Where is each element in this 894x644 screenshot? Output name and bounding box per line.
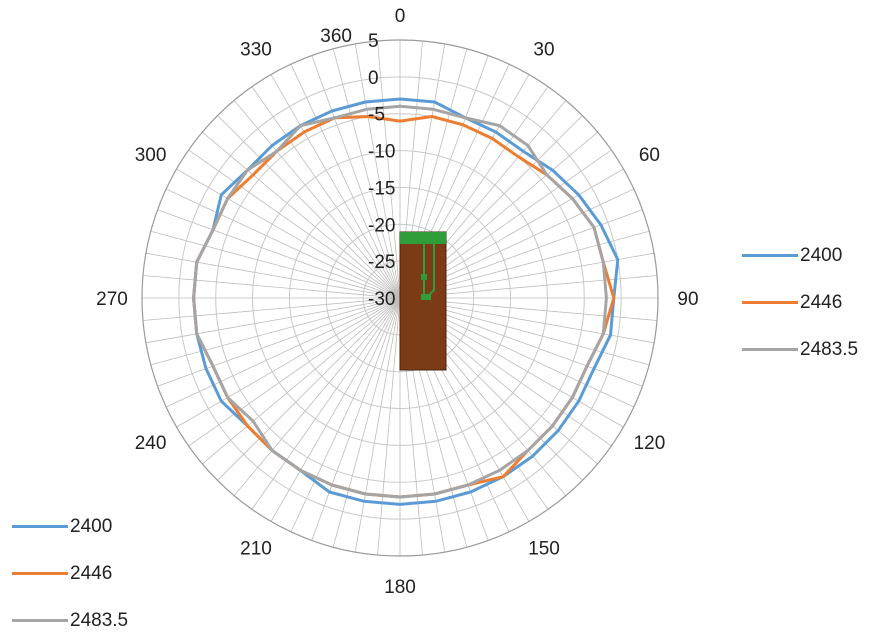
legend-label: 2400 xyxy=(70,515,113,537)
legend-right: 2400 2446 2483.5 xyxy=(742,232,858,373)
grid-spoke xyxy=(202,297,401,465)
legend-swatch xyxy=(12,525,68,528)
legend-item-2446: 2446 xyxy=(12,550,128,597)
grid-spoke xyxy=(202,131,401,299)
series-line-2483-5 xyxy=(192,104,608,499)
angle-tick-label: 60 xyxy=(639,145,660,166)
grid-spoke xyxy=(332,297,401,548)
grid-spoke xyxy=(217,297,401,481)
radial-tick-label: -25 xyxy=(368,252,395,273)
legend-item-2446: 2446 xyxy=(742,279,858,326)
grid-spoke xyxy=(142,275,401,299)
grid-spoke xyxy=(150,297,401,366)
grid-spoke xyxy=(142,297,401,321)
angle-tick-label: 270 xyxy=(96,289,128,310)
board-trace xyxy=(400,232,446,244)
legend-label: 2446 xyxy=(800,291,843,313)
legend-item-2400: 2400 xyxy=(742,232,858,279)
angle-tick-label: 330 xyxy=(240,40,272,61)
grid-spoke xyxy=(188,149,401,299)
series-line-2400 xyxy=(192,97,620,506)
grid-ring xyxy=(325,223,475,373)
chart-area: 5 0 -5 -10 -15 -20 -25 -30 0 30 60 90 120 150 180 210 24… xyxy=(12,6,858,631)
grid-spoke xyxy=(354,43,401,299)
grid-spoke xyxy=(290,64,401,299)
angle-tick-label: 0 xyxy=(395,6,406,27)
legend-swatch xyxy=(742,348,798,351)
radial-tick-label: -20 xyxy=(368,215,395,236)
grid-spoke xyxy=(150,230,401,299)
grid-ring xyxy=(178,76,622,520)
radial-tick-label: -10 xyxy=(368,142,395,163)
legend-item-2400: 2400 xyxy=(12,503,128,550)
grid-spoke xyxy=(157,297,401,387)
radial-tick-label: -15 xyxy=(368,178,395,199)
legend-label: 2483.5 xyxy=(800,338,859,360)
angle-tick-label: 240 xyxy=(135,433,167,454)
grid-spoke xyxy=(176,297,401,428)
grid-spoke xyxy=(176,168,401,299)
grid-spoke xyxy=(166,188,401,299)
grid-spoke xyxy=(311,55,401,299)
grid-spoke xyxy=(377,297,401,556)
legend-label: 2446 xyxy=(70,562,113,584)
grid-ring xyxy=(252,150,548,446)
grid-spoke xyxy=(251,86,401,299)
angle-tick-label: 300 xyxy=(135,145,167,166)
angle-tick-label: 90 xyxy=(677,289,698,310)
legend-label: 2483.5 xyxy=(70,609,129,631)
grid-spoke xyxy=(233,100,401,299)
legend-swatch xyxy=(742,301,798,304)
legend-swatch xyxy=(12,572,68,575)
grid-spoke xyxy=(332,48,401,299)
legend-bottom: 2400 2446 2483.5 xyxy=(12,503,128,644)
radial-tick-label: 0 xyxy=(368,68,379,89)
grid-spoke xyxy=(377,40,401,299)
grid-spoke xyxy=(233,297,401,496)
legend-swatch xyxy=(12,619,68,622)
legend-item-2483-5: 2483.5 xyxy=(12,597,128,644)
grid-spoke xyxy=(251,297,401,510)
radial-tick-label: -5 xyxy=(368,105,385,126)
grid-spoke xyxy=(311,297,401,541)
angle-tick-label: 150 xyxy=(528,538,560,559)
grid-spoke xyxy=(145,252,401,299)
grid-spoke xyxy=(290,297,401,532)
grid-spoke xyxy=(145,297,401,344)
angle-tick-label: 360 xyxy=(320,26,352,47)
grid-spoke xyxy=(217,115,401,299)
legend-label: 2400 xyxy=(800,244,843,266)
radial-tick-label: -30 xyxy=(368,289,395,310)
grid-ring xyxy=(141,39,659,557)
angle-tick-label: 180 xyxy=(384,577,416,598)
legend-swatch xyxy=(742,254,798,257)
grid-spoke xyxy=(270,74,401,299)
grid-spoke xyxy=(157,209,401,299)
grid-ring xyxy=(288,186,512,410)
angle-tick-label: 120 xyxy=(634,433,666,454)
angle-tick-label: 30 xyxy=(533,40,554,61)
grid-ring xyxy=(215,113,585,483)
grid-spoke xyxy=(166,297,401,408)
board-pad xyxy=(421,274,427,280)
legend-item-2483-5: 2483.5 xyxy=(742,326,858,373)
board-pad xyxy=(421,294,431,300)
angle-tick-label: 210 xyxy=(240,538,272,559)
grid-spoke xyxy=(354,297,401,553)
polar-chart: 50-5-10-15-20-25-30030609012015018021024… xyxy=(96,6,698,598)
grid-spoke xyxy=(270,297,401,522)
grid-spoke xyxy=(188,297,401,447)
radial-tick-label: 5 xyxy=(368,31,379,52)
